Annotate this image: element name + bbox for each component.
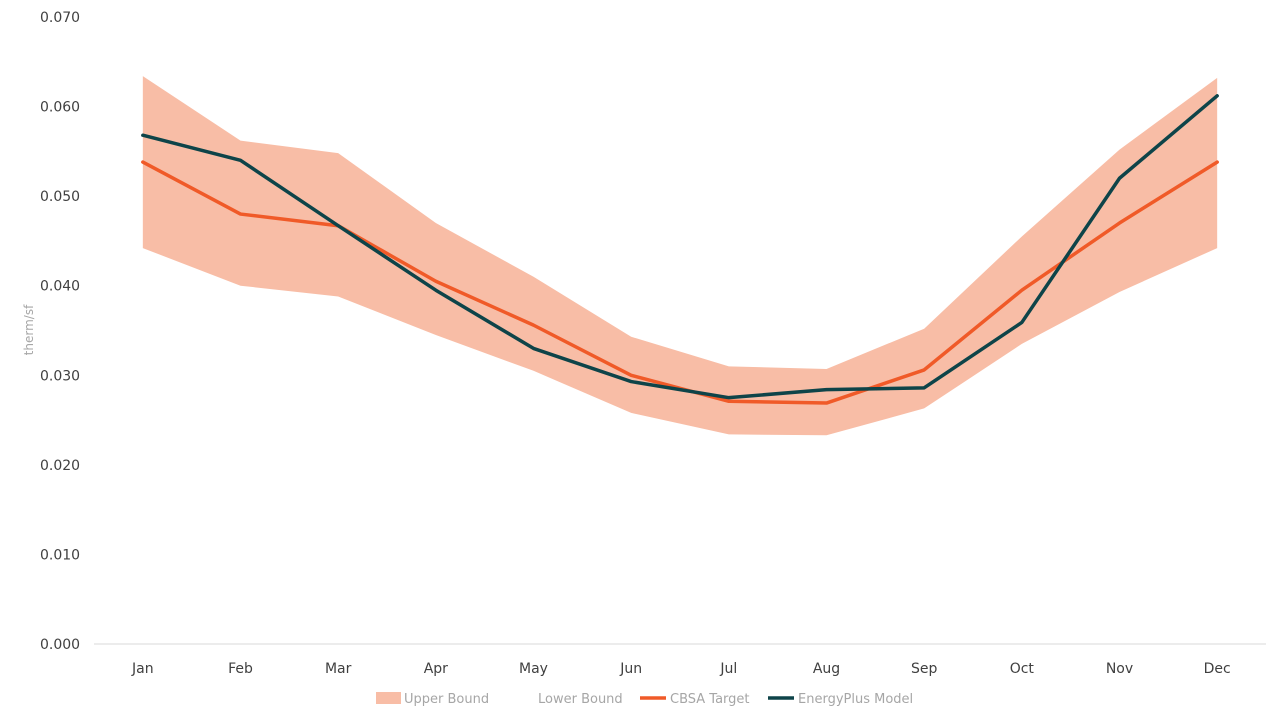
legend-label-cbsa-target: CBSA Target xyxy=(670,692,750,707)
x-tick-label: Jun xyxy=(619,661,642,677)
x-tick-label: Aug xyxy=(813,661,840,677)
y-axis-label: therm/sf xyxy=(22,304,36,355)
legend-swatch-upper-bound xyxy=(376,692,401,704)
y-tick-label: 0.060 xyxy=(40,100,80,116)
legend-label-upper-bound: Upper Bound xyxy=(404,692,489,707)
series-lines xyxy=(141,94,1219,405)
x-tick-label: Dec xyxy=(1204,661,1231,677)
x-tick-label: Sep xyxy=(911,661,938,677)
x-tick-label: Apr xyxy=(424,661,448,677)
series-line-energyplus-model xyxy=(141,94,1219,400)
y-tick-label: 0.040 xyxy=(40,279,80,295)
y-tick-labels: 0.000 0.010 0.020 0.030 0.040 0.050 0.060 0.070 xyxy=(40,10,80,653)
y-tick-label: 0.020 xyxy=(40,458,80,474)
y-tick-label: 0.000 xyxy=(40,637,80,653)
x-tick-label: Mar xyxy=(325,661,352,677)
x-tick-label: Oct xyxy=(1010,661,1035,677)
x-tick-label: Jan xyxy=(131,661,154,677)
band-layer xyxy=(142,76,1218,436)
x-tick-label: May xyxy=(519,661,548,677)
x-tick-label: Feb xyxy=(228,661,253,677)
y-tick-label: 0.010 xyxy=(40,547,80,563)
y-tick-label: 0.030 xyxy=(40,368,80,384)
x-tick-labels: Jan Feb Mar Apr May Jun Jul Aug Sep Oct Nov Dec xyxy=(131,661,1231,677)
y-tick-label: 0.050 xyxy=(40,189,80,205)
legend-label-energyplus-model: EnergyPlus Model xyxy=(798,692,913,707)
upper-bound-band xyxy=(142,76,1218,436)
legend-label-lower-bound: Lower Bound xyxy=(538,692,623,707)
legend: Upper Bound Lower Bound CBSA Target EnergyP… xyxy=(376,692,913,707)
x-tick-label: Jul xyxy=(719,661,737,677)
x-tick-label: Nov xyxy=(1106,661,1133,677)
y-tick-label: 0.070 xyxy=(40,10,80,26)
legend-swatch-lower-bound xyxy=(510,692,535,704)
